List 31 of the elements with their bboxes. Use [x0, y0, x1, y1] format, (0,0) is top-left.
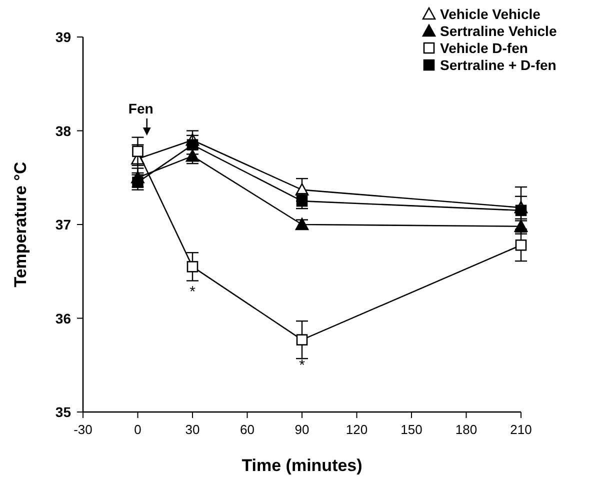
- annotation: Fen: [128, 100, 154, 116]
- x-tick-label: 180: [455, 422, 478, 437]
- legend-label: Vehicle Vehicle: [440, 6, 541, 22]
- legend-label: Sertraline Vehicle: [440, 23, 557, 39]
- point: [186, 139, 198, 150]
- x-tick-label: 90: [294, 422, 310, 437]
- x-tick-label: 120: [346, 422, 368, 437]
- x-tick-label: 30: [185, 422, 200, 437]
- legend-label: Sertraline + D-fen: [440, 57, 556, 73]
- legend-label: Vehicle D-fen: [440, 40, 528, 56]
- y-tick-label: 38: [55, 122, 72, 139]
- point: [186, 261, 198, 272]
- point: [132, 146, 144, 158]
- annotation: *: [299, 356, 306, 374]
- x-tick-label: -30: [74, 422, 92, 437]
- point: [515, 239, 527, 251]
- point: [296, 334, 308, 346]
- point: [515, 204, 527, 216]
- annotation: *: [190, 284, 196, 301]
- point: [295, 218, 309, 230]
- x-tick-label: 60: [240, 422, 254, 437]
- point: [296, 195, 308, 207]
- x-tick-label: 210: [510, 422, 532, 437]
- y-tick-label: 35: [55, 404, 72, 420]
- x-tick-label: 0: [134, 422, 142, 437]
- y-tick-label: 39: [55, 29, 72, 45]
- y-tick-label: 37: [55, 216, 72, 232]
- x-axis-title: Time (minutes): [242, 456, 362, 475]
- y-tick-label: 36: [55, 310, 72, 326]
- x-tick-label: 150: [400, 422, 422, 437]
- y-axis-title: Temperature °C: [11, 162, 30, 288]
